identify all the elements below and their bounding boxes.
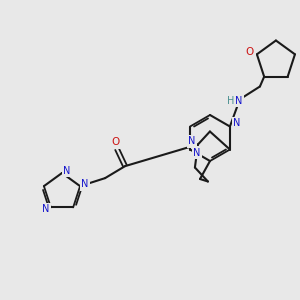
Text: N: N bbox=[233, 118, 241, 128]
Text: N: N bbox=[63, 166, 71, 176]
Text: N: N bbox=[188, 136, 196, 146]
Text: H: H bbox=[227, 95, 235, 106]
Text: O: O bbox=[246, 47, 254, 57]
Text: O: O bbox=[111, 137, 119, 147]
Text: N: N bbox=[194, 148, 201, 158]
Text: N: N bbox=[81, 179, 89, 189]
Text: N: N bbox=[235, 95, 243, 106]
Text: N: N bbox=[42, 204, 50, 214]
